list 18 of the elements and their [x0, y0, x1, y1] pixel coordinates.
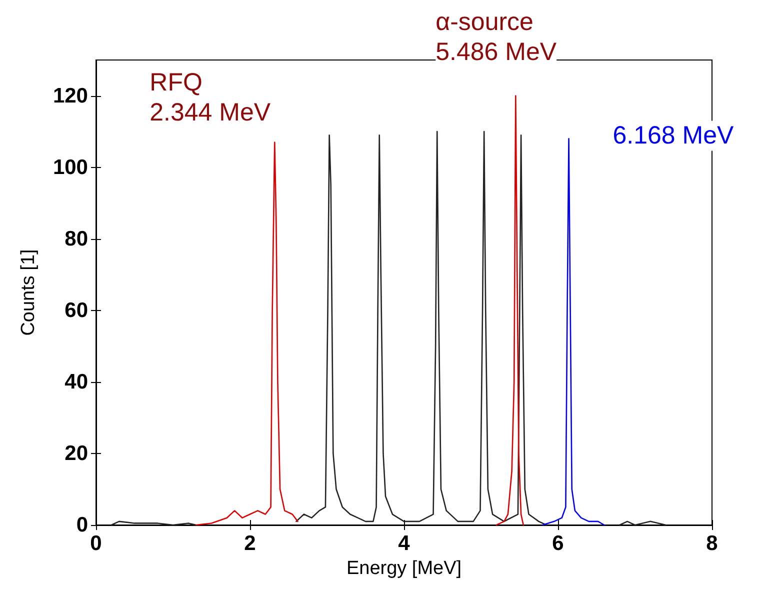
y-tick-label: 40 [64, 370, 88, 394]
line-series [542, 138, 605, 526]
x-tick-label: 2 [244, 532, 256, 555]
x-tick-label: 6 [552, 532, 564, 555]
x-tick-label: 4 [398, 532, 410, 555]
annotation: 6.168 MeV [612, 122, 734, 150]
y-tick-label: 0 [76, 514, 88, 536]
annotation: α-source 5.486 MeV [436, 8, 557, 66]
y-tick-label: 120 [52, 84, 88, 108]
y-tick-label: 60 [64, 298, 88, 322]
x-tick-label: 8 [706, 532, 718, 555]
annotation: RFQ 2.344 MeV [150, 68, 271, 126]
y-tick-label: 20 [64, 442, 88, 465]
y-tick-label: 100 [52, 156, 88, 179]
x-axis-title: Energy [MeV] [346, 558, 462, 579]
y-axis-title: Counts [1] [18, 249, 39, 336]
x-tick-label: 0 [90, 532, 102, 555]
y-tick-label: 80 [64, 227, 88, 250]
